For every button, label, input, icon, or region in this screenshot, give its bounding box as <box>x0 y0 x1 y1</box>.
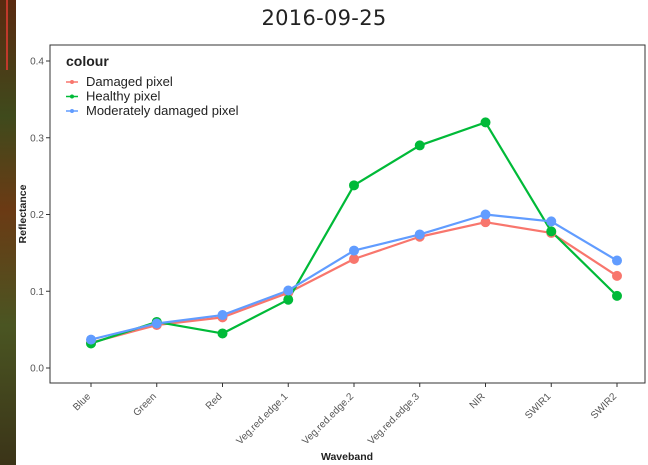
x-tick-label: Red <box>204 391 225 412</box>
y-axis-title: Reflectance <box>17 184 29 243</box>
data-point <box>217 310 228 321</box>
legend-key-point <box>70 109 74 113</box>
data-point <box>612 255 622 266</box>
data-point <box>86 334 96 345</box>
data-point <box>151 318 162 329</box>
legend-item-label: Healthy pixel <box>86 89 161 104</box>
x-tick-label: NIR <box>468 391 488 411</box>
data-point <box>217 328 228 339</box>
data-point <box>414 229 425 240</box>
y-tick-label: 0.2 <box>30 210 44 221</box>
series-line-moderately-damaged-pixel <box>90 213 618 341</box>
background-photo-strip <box>0 0 16 465</box>
data-point <box>480 209 491 220</box>
y-tick-label: 0.0 <box>30 364 44 375</box>
legend-item-label: Damaged pixel <box>86 74 173 89</box>
x-tick-label: Veg.red.edge.2 <box>300 391 356 447</box>
series-line-healthy-pixel <box>90 121 618 345</box>
x-tick-label: Green <box>131 391 158 418</box>
legend-key-point <box>70 94 74 99</box>
x-tick-label: Veg.red.edge.1 <box>235 391 291 447</box>
legend-key-point <box>70 80 74 84</box>
chart-title: 2016-09-25 <box>261 6 387 30</box>
x-tick-label: SWIR2 <box>589 391 619 421</box>
x-axis-title: Waveband <box>321 451 373 463</box>
legend-title: colour <box>66 53 109 69</box>
x-tick-label: Veg.red.edge.3 <box>366 391 422 447</box>
y-tick-label: 0.4 <box>30 57 44 68</box>
data-point <box>349 180 359 191</box>
y-tick-label: 0.1 <box>30 287 44 298</box>
legend-item-label: Moderately damaged pixel <box>86 103 239 118</box>
data-point <box>283 285 294 296</box>
y-tick-label: 0.3 <box>30 133 44 144</box>
background-photo-edge <box>6 0 8 70</box>
data-point <box>546 226 557 237</box>
data-point <box>480 217 491 228</box>
data-point <box>546 216 557 227</box>
x-tick-label: SWIR1 <box>523 391 553 421</box>
data-point <box>349 245 359 256</box>
data-point <box>612 270 622 281</box>
data-point <box>349 254 359 265</box>
data-point <box>612 290 622 301</box>
data-point <box>283 294 294 305</box>
data-point <box>480 117 491 128</box>
data-point <box>414 140 425 151</box>
x-tick-label: Blue <box>71 391 93 413</box>
